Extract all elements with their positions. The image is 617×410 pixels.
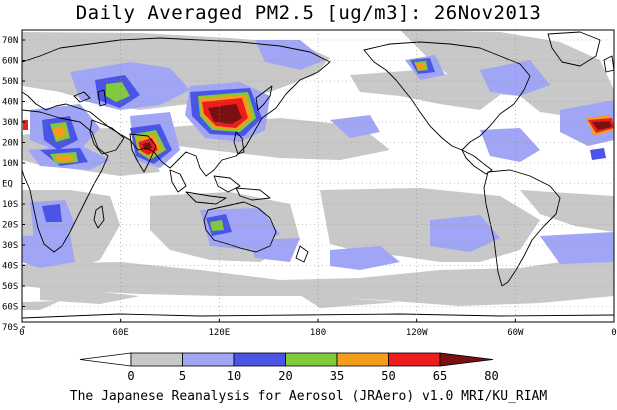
colorbar-segment	[79, 352, 132, 367]
lat-label: 20N	[2, 139, 18, 149]
lat-label: EQ	[2, 180, 13, 190]
colorbar-label: 10	[227, 369, 241, 383]
map-title: Daily Averaged PM2.5 [ug/m3]: 26Nov2013	[75, 2, 542, 24]
lon-label: 180	[310, 328, 326, 338]
colorbar-segment	[336, 352, 389, 367]
longitude-axis: 0 60E 120E 180 120W 60W 0	[19, 319, 617, 338]
colorbar-label: 20	[278, 369, 292, 383]
colorbar-label: 80	[484, 369, 498, 383]
colorbar-label: 35	[330, 369, 344, 383]
lon-label: 120E	[208, 328, 230, 338]
lat-label: 60S	[2, 303, 18, 313]
lat-label: 30S	[2, 241, 18, 251]
colorbar-segment	[130, 352, 183, 367]
map-field	[22, 30, 614, 322]
coastlines	[22, 31, 614, 319]
lat-label: 40N	[2, 98, 18, 108]
colorbar-segment	[233, 352, 286, 367]
lon-label: 60W	[507, 328, 524, 338]
lat-label: 50N	[2, 77, 18, 87]
lat-label: 10N	[2, 159, 18, 169]
lat-label: 10S	[2, 200, 18, 210]
colorbar-segment	[182, 352, 235, 367]
lat-label: 20S	[2, 221, 18, 231]
colorbar-label: 50	[381, 369, 395, 383]
graticule	[22, 30, 614, 322]
lon-label: 120W	[406, 328, 428, 338]
colorbar-segment	[388, 352, 441, 367]
colorbar-label: 5	[179, 369, 186, 383]
lon-label: 0	[611, 328, 616, 338]
lat-label: 30N	[2, 118, 18, 128]
latitude-axis: 70N 60N 50N 40N 30N 20N 10N EQ 10S 20S 30S 40S 50S 60…	[2, 36, 25, 333]
lat-label: 40S	[2, 262, 18, 272]
footer-credit: The Japanese Reanalysis for Aerosol (JRA…	[69, 389, 548, 404]
lat-label: 50S	[2, 282, 18, 292]
lat-label: 70S	[2, 323, 18, 333]
colorbar-label: 65	[433, 369, 447, 383]
colorbar-label: 0	[127, 369, 134, 383]
lon-label: 60E	[113, 328, 129, 338]
colorbar-segment	[439, 352, 494, 367]
lat-label: 60N	[2, 57, 18, 67]
colorbar-segment	[285, 352, 338, 367]
lat-label: 70N	[2, 36, 18, 46]
colorbar: 0 5 10 20 35 50 65 80	[79, 352, 499, 383]
lon-label: 0	[19, 328, 24, 338]
